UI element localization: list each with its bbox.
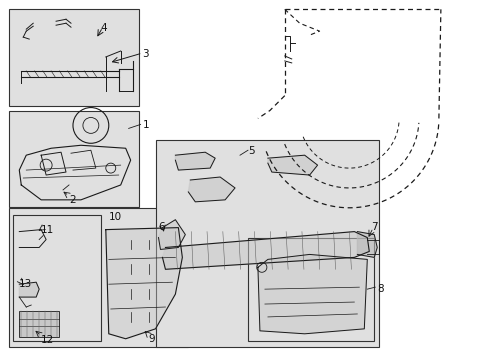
Text: 8: 8 — [376, 284, 383, 294]
Bar — [19, 311, 59, 337]
Polygon shape — [267, 155, 317, 175]
Polygon shape — [357, 231, 376, 257]
Polygon shape — [257, 255, 366, 334]
Text: 2: 2 — [69, 195, 76, 205]
Text: 3: 3 — [142, 49, 149, 59]
Bar — [9, 208, 188, 347]
Text: 7: 7 — [370, 222, 377, 232]
Text: 5: 5 — [247, 146, 254, 156]
Polygon shape — [19, 282, 39, 297]
Polygon shape — [105, 228, 182, 339]
Text: 12: 12 — [41, 335, 54, 345]
Text: 4: 4 — [101, 23, 107, 33]
Polygon shape — [162, 231, 368, 269]
Text: 13: 13 — [19, 279, 33, 289]
Polygon shape — [158, 220, 185, 249]
Bar — [9, 9, 138, 105]
Bar — [247, 238, 373, 341]
Text: 1: 1 — [142, 121, 149, 130]
Text: 9: 9 — [148, 334, 155, 344]
Bar — [9, 111, 138, 207]
Bar — [155, 140, 379, 347]
Polygon shape — [175, 152, 215, 170]
Bar — [13, 215, 101, 341]
Text: 6: 6 — [158, 222, 165, 232]
Text: 10: 10 — [108, 212, 122, 222]
Text: 11: 11 — [41, 225, 54, 235]
Polygon shape — [188, 177, 235, 202]
